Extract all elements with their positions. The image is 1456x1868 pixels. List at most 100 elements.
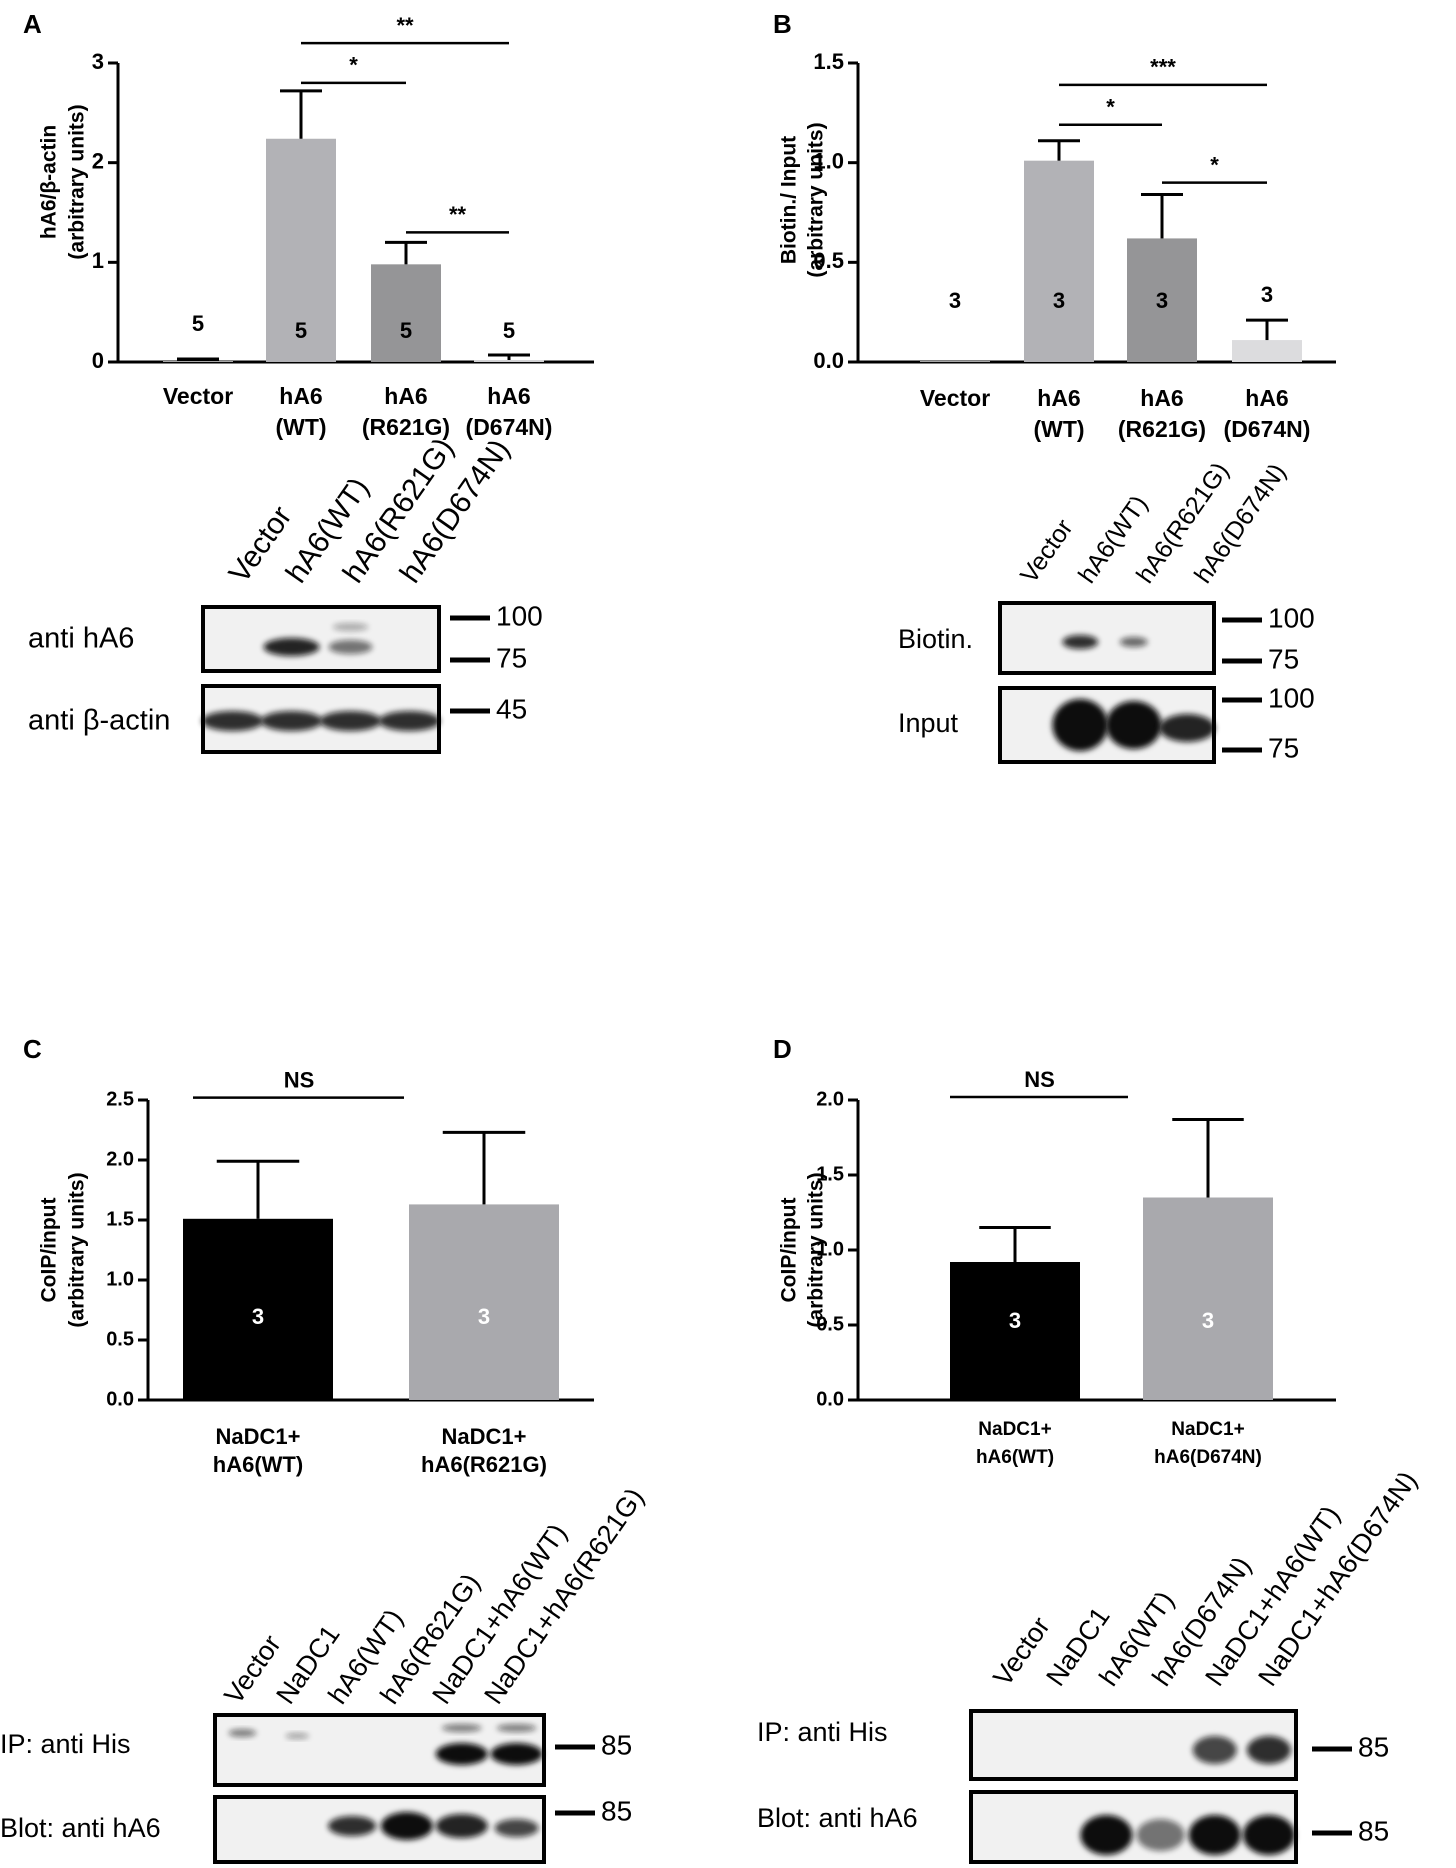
- blot-frame: [201, 605, 441, 673]
- y-tick-label: 0.0: [106, 1388, 134, 1410]
- blot-band: [441, 1724, 482, 1732]
- blot-background: [203, 607, 439, 671]
- x-tick-label: NaDC1+: [1171, 1419, 1244, 1440]
- panel-letter: C: [23, 1034, 42, 1064]
- blot-band: [1136, 1819, 1185, 1851]
- bar: [1024, 160, 1094, 362]
- y-tick-label: 1: [92, 248, 104, 273]
- n-label: 3: [1261, 282, 1273, 307]
- y-tick-label: 1.5: [816, 1163, 844, 1185]
- y-tick-label: 2.0: [816, 1088, 844, 1110]
- blot-band: [378, 711, 441, 731]
- y-tick-label: 0.0: [813, 348, 844, 373]
- y-axis-label: CoIP/input: [778, 1198, 801, 1303]
- marker-label: 75: [496, 642, 527, 673]
- y-tick-label: 0.5: [816, 1313, 844, 1335]
- x-tick-label: Vector: [920, 385, 990, 411]
- blot-band: [490, 1743, 543, 1765]
- blot-row-label: Biotin.: [898, 624, 973, 654]
- x-tick-label: (D674N): [1224, 416, 1311, 442]
- blot-band: [1105, 701, 1162, 749]
- blot-background: [971, 1711, 1296, 1779]
- blot-background: [1000, 603, 1214, 673]
- blot-band: [1242, 1815, 1295, 1855]
- blot-band: [332, 623, 369, 631]
- panel-c-chart: C 0.0 0.5 1.0 1.5 2.0 2.5 CoIP/input (arbitrary …: [23, 1034, 594, 1477]
- n-label: 5: [192, 311, 204, 336]
- panel-b-blot: VectorhA6(WT)hA6(R621G)hA6(D674N)Biotin.…: [898, 457, 1315, 764]
- x-tick-label: hA6(R621G): [421, 1452, 547, 1477]
- significance-label: **: [396, 13, 414, 38]
- n-label: 3: [252, 1304, 264, 1329]
- blot-background: [215, 1797, 544, 1862]
- marker-label: 100: [496, 600, 543, 631]
- x-tick-label: (D674N): [466, 414, 553, 440]
- x-tick-label: NaDC1+: [216, 1424, 301, 1449]
- y-axis-label-units: (arbitrary units): [66, 104, 89, 259]
- blot-band: [1062, 635, 1099, 649]
- x-tick-label: (WT): [1033, 416, 1084, 442]
- lane-label: Vector: [1015, 514, 1079, 588]
- blot-frame: [998, 686, 1216, 764]
- y-axis-label: CoIP/input: [38, 1198, 61, 1303]
- blot-band: [435, 1814, 488, 1838]
- n-label: 3: [478, 1304, 490, 1329]
- x-tick-label: hA6: [384, 383, 427, 409]
- marker-label: 85: [1358, 1731, 1389, 1762]
- significance-label: *: [1106, 95, 1115, 120]
- blot-frame: [969, 1709, 1298, 1781]
- significance-label: ***: [1150, 55, 1176, 80]
- blot-band: [1188, 1815, 1241, 1855]
- lane-label: Vector: [987, 1612, 1055, 1692]
- x-tick-label: hA6(WT): [976, 1447, 1054, 1468]
- bar: [920, 361, 990, 362]
- blot-band: [1159, 714, 1216, 742]
- y-tick-label: 1.5: [813, 49, 844, 74]
- y-tick-label: 1.5: [106, 1208, 134, 1230]
- x-tick-label: hA6: [487, 383, 530, 409]
- bar: [183, 1218, 333, 1400]
- y-tick-label: 2.0: [106, 1148, 134, 1170]
- blot-row-label: IP: anti His: [757, 1717, 888, 1747]
- blot-band: [201, 711, 264, 731]
- blot-band: [380, 1812, 433, 1840]
- bar: [266, 138, 336, 362]
- blot-row-label: Blot: anti hA6: [0, 1813, 161, 1843]
- bar: [163, 361, 233, 362]
- blot-band: [496, 1724, 537, 1732]
- blot-row-label: Input: [898, 708, 959, 738]
- blot-band: [1192, 1736, 1237, 1764]
- blot-band: [1246, 1736, 1291, 1764]
- bar: [1127, 238, 1197, 362]
- blot-band: [285, 1733, 310, 1739]
- x-tick-label: hA6: [1245, 385, 1288, 411]
- y-tick-label: 0.5: [106, 1328, 134, 1350]
- y-tick-label: 0: [92, 348, 104, 373]
- x-tick-label: hA6: [279, 383, 322, 409]
- significance-label: **: [449, 202, 467, 227]
- significance-label: NS: [284, 1067, 315, 1092]
- y-axis-label: Biotin./ Input: [778, 136, 801, 264]
- blot-band: [1052, 699, 1109, 751]
- blot-frame: [998, 601, 1216, 675]
- blot-band: [435, 1743, 488, 1765]
- n-label: 3: [1053, 288, 1065, 313]
- marker-label: 100: [1268, 682, 1315, 713]
- marker-label: 100: [1268, 602, 1315, 633]
- y-tick-label: 1.0: [813, 148, 844, 173]
- n-label: 5: [295, 318, 307, 343]
- blot-band: [494, 1819, 539, 1837]
- blot-band: [263, 638, 320, 656]
- bar: [1232, 340, 1302, 362]
- significance-label: NS: [1024, 1067, 1055, 1092]
- y-tick-label: 0.5: [813, 248, 844, 273]
- blot-band: [328, 640, 373, 654]
- blot-row-label: IP: anti His: [0, 1729, 131, 1759]
- panel-letter: B: [773, 9, 792, 39]
- marker-label: 75: [1268, 732, 1299, 763]
- x-tick-label: hA6: [1037, 385, 1080, 411]
- significance-label: *: [1210, 152, 1219, 177]
- blot-background: [215, 1715, 544, 1785]
- significance-label: *: [349, 53, 358, 78]
